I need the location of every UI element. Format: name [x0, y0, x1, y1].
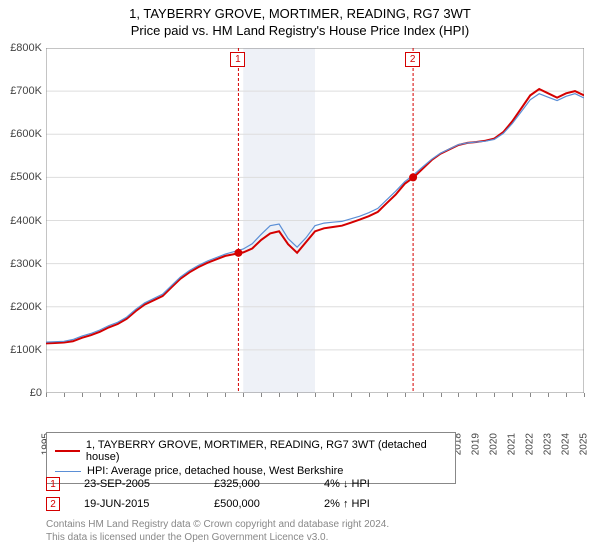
- legend-swatch: [55, 471, 81, 472]
- y-tick-label: £300K: [0, 258, 42, 270]
- y-tick-label: £700K: [0, 85, 42, 97]
- y-tick-label: £800K: [0, 42, 42, 54]
- y-tick-label: £500K: [0, 171, 42, 183]
- title-sub: Price paid vs. HM Land Registry's House …: [0, 23, 600, 38]
- x-tick-label: 2020: [489, 433, 500, 455]
- legend-row: 1, TAYBERRY GROVE, MORTIMER, READING, RG…: [55, 439, 447, 463]
- sale-row: 2 19-JUN-2015£500,0002% ↑ HPI: [46, 494, 546, 514]
- x-tick-label: 2021: [507, 433, 518, 455]
- y-tick-label: £0: [0, 387, 42, 399]
- x-tick-label: 2022: [525, 433, 536, 455]
- legend-label: 1, TAYBERRY GROVE, MORTIMER, READING, RG…: [86, 439, 447, 463]
- sale-marker-1: 1: [46, 477, 60, 491]
- sale-row: 1 23-SEP-2005£325,0004% ↓ HPI: [46, 474, 546, 494]
- chart-container: 1, TAYBERRY GROVE, MORTIMER, READING, RG…: [0, 0, 600, 560]
- footer-line-1: Contains HM Land Registry data © Crown c…: [46, 518, 546, 531]
- title-main: 1, TAYBERRY GROVE, MORTIMER, READING, RG…: [0, 6, 600, 21]
- y-tick-label: £400K: [0, 215, 42, 227]
- x-tick-label: 2025: [579, 433, 590, 455]
- x-tick-label: 2023: [543, 433, 554, 455]
- y-tick-label: £600K: [0, 128, 42, 140]
- sale-price: £500,000: [214, 498, 324, 510]
- sale-callout-2: 2: [405, 52, 420, 67]
- y-tick-label: £200K: [0, 301, 42, 313]
- sale-date: 19-JUN-2015: [84, 498, 214, 510]
- sale-callout-1: 1: [230, 52, 245, 67]
- sale-delta: 4% ↓ HPI: [324, 478, 434, 490]
- legend-swatch: [55, 450, 80, 452]
- sale-date: 23-SEP-2005: [84, 478, 214, 490]
- x-tick-label: 2024: [561, 433, 572, 455]
- footer-attribution: Contains HM Land Registry data © Crown c…: [46, 518, 546, 544]
- chart-plot-area: 12: [46, 48, 584, 393]
- chart-svg: [46, 48, 584, 393]
- y-tick-label: £100K: [0, 344, 42, 356]
- footer-line-2: This data is licensed under the Open Gov…: [46, 531, 546, 544]
- title-block: 1, TAYBERRY GROVE, MORTIMER, READING, RG…: [0, 0, 600, 38]
- sale-delta: 2% ↑ HPI: [324, 498, 434, 510]
- x-tick-label: 2019: [471, 433, 482, 455]
- sales-table: 1 23-SEP-2005£325,0004% ↓ HPI 2 19-JUN-2015…: [46, 474, 546, 514]
- sale-price: £325,000: [214, 478, 324, 490]
- y-axis-ticks: £0£100K£200K£300K£400K£500K£600K£700K£80…: [0, 48, 44, 393]
- sale-marker-2: 2: [46, 497, 60, 511]
